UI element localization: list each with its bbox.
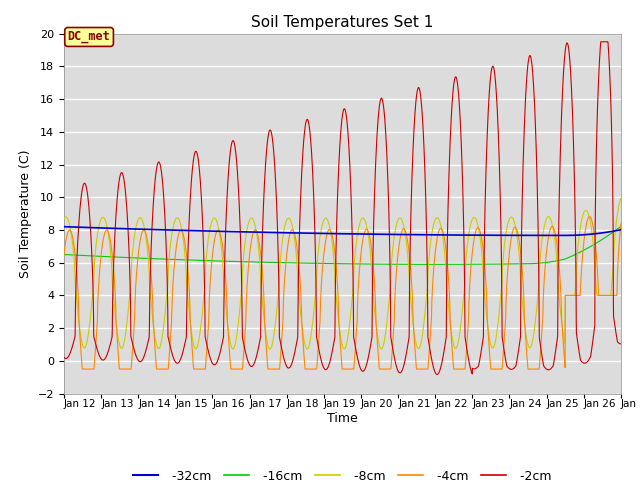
Legend:  -32cm,  -16cm,  -8cm,  -4cm,  -2cm: -32cm, -16cm, -8cm, -4cm, -2cm — [128, 465, 557, 480]
Text: DC_met: DC_met — [68, 30, 111, 44]
Title: Soil Temperatures Set 1: Soil Temperatures Set 1 — [252, 15, 433, 30]
Y-axis label: Soil Temperature (C): Soil Temperature (C) — [19, 149, 32, 278]
X-axis label: Time: Time — [327, 412, 358, 425]
